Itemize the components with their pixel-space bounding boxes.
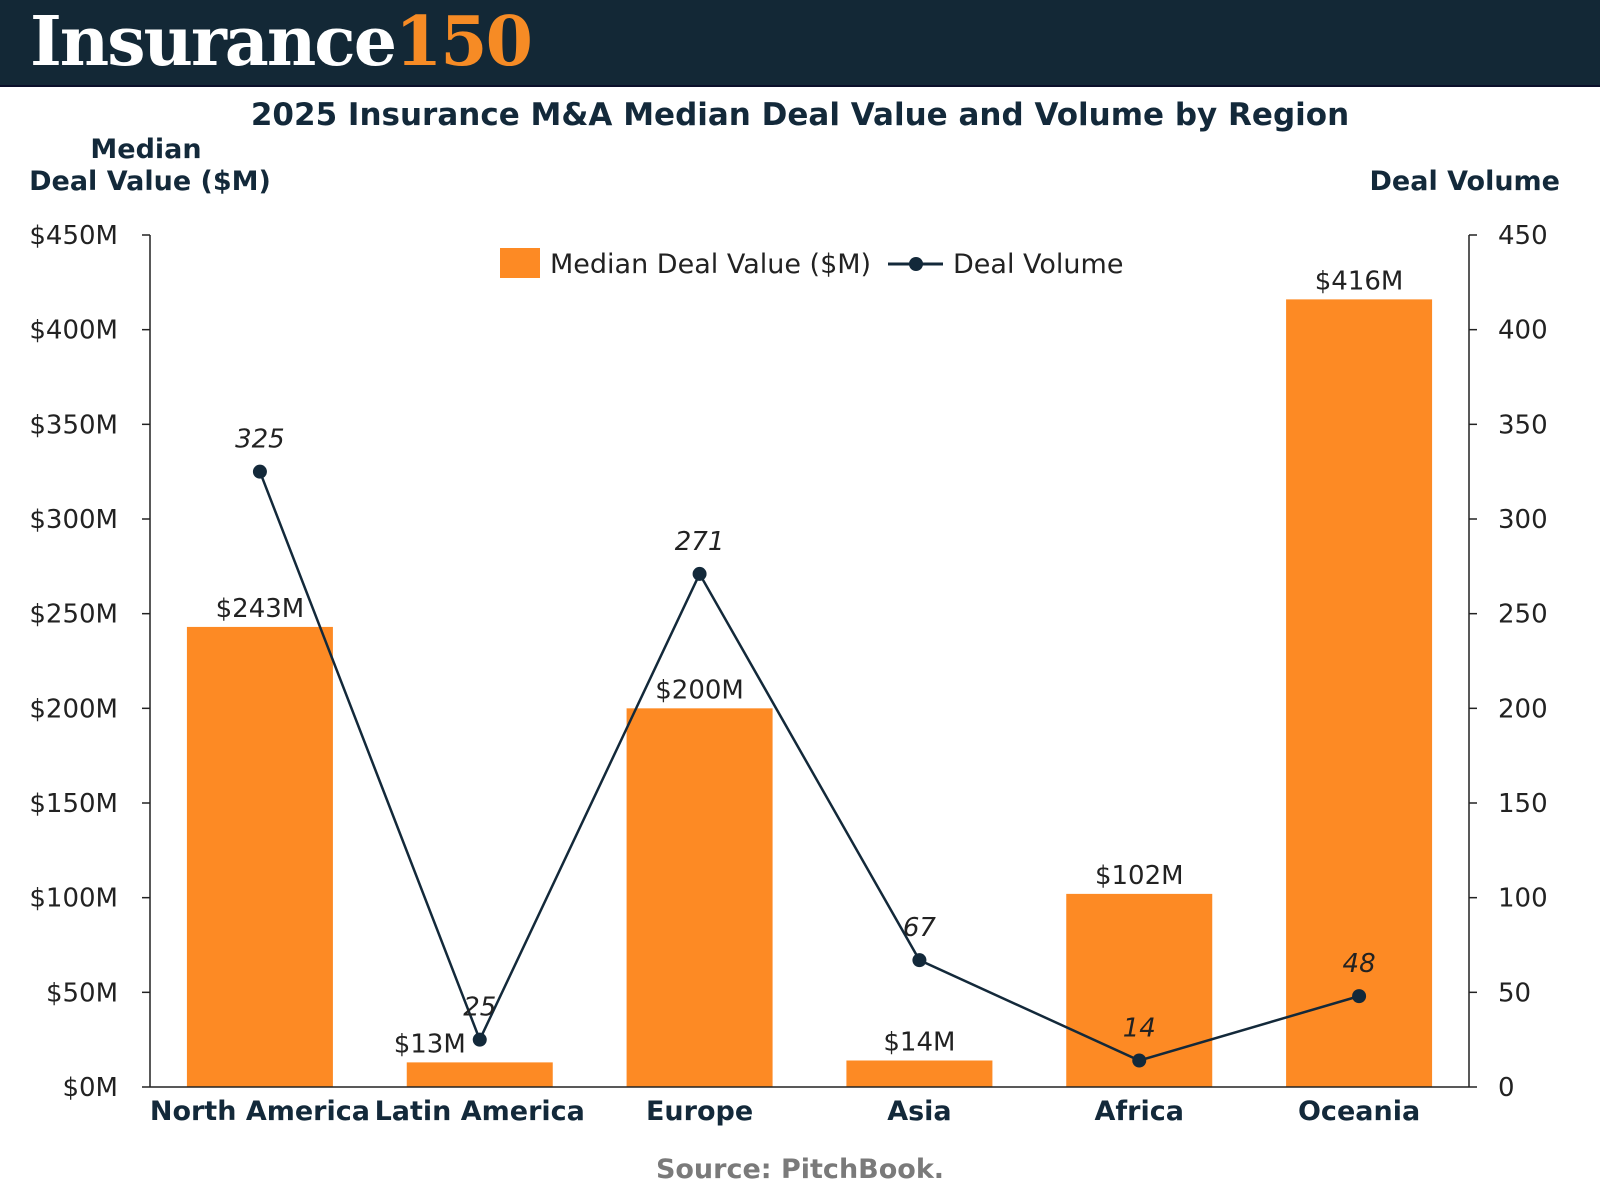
x-tick-label: Oceania bbox=[1298, 1096, 1420, 1127]
y-right-tick-label: 450 bbox=[1498, 221, 1548, 251]
line-data-label: 14 bbox=[1123, 1013, 1156, 1043]
y-left-tick-label: $250M bbox=[29, 600, 118, 630]
x-tick-label: Africa bbox=[1095, 1096, 1184, 1127]
source-note: Source: PitchBook. bbox=[655, 1154, 945, 1185]
x-tick-label: Asia bbox=[887, 1096, 951, 1127]
x-tick-label: Europe bbox=[646, 1096, 753, 1127]
y-right-tick-label: 200 bbox=[1498, 694, 1548, 724]
line-data-label: 25 bbox=[463, 993, 496, 1023]
bar-north-america bbox=[186, 626, 333, 1087]
legend: Median Deal Value ($M) Deal Volume bbox=[500, 248, 1123, 280]
y-left-tick-label: $0M bbox=[62, 1073, 118, 1103]
y-right-tick-label: 150 bbox=[1498, 789, 1548, 819]
y-left-tick-label: $450M bbox=[29, 221, 118, 251]
line-data-label: 271 bbox=[675, 527, 725, 557]
bar-asia bbox=[846, 1060, 993, 1087]
x-tick-label: Latin America bbox=[375, 1096, 585, 1127]
y-left-tick-label: $200M bbox=[29, 694, 118, 724]
deal-volume-point bbox=[912, 953, 927, 968]
y-left-tick-label: $300M bbox=[29, 505, 118, 535]
bar-latin-america bbox=[406, 1062, 553, 1087]
bar-data-label: $416M bbox=[1315, 266, 1404, 296]
legend-line-marker bbox=[909, 257, 923, 271]
bar-data-label: $14M bbox=[883, 1027, 955, 1057]
deal-volume-point bbox=[472, 1032, 487, 1047]
logo-word: Insurance bbox=[30, 2, 397, 82]
y-left-label-line2: Deal Value ($M) bbox=[29, 166, 271, 197]
y-right-label: Deal Volume bbox=[1370, 166, 1561, 197]
line-data-label: 67 bbox=[903, 913, 937, 943]
y-left-tick-label: $150M bbox=[29, 789, 118, 819]
legend-line-label: Deal Volume bbox=[953, 249, 1123, 280]
legend-bar-swatch bbox=[500, 248, 540, 278]
y-left-tick-label: $50M bbox=[46, 978, 118, 1008]
chart-title: 2025 Insurance M&A Median Deal Value and… bbox=[251, 97, 1349, 133]
y-left-tick-label: $100M bbox=[29, 884, 118, 914]
y-right-tick-label: 50 bbox=[1498, 978, 1531, 1008]
deal-volume-point bbox=[692, 566, 707, 581]
y-right-tick-label: 350 bbox=[1498, 410, 1548, 440]
bar-data-label: $102M bbox=[1095, 861, 1184, 891]
y-right-tick-label: 0 bbox=[1498, 1073, 1515, 1103]
bar-data-label: $13M bbox=[394, 1029, 466, 1059]
deal-volume-point bbox=[252, 464, 267, 479]
y-right-tick-label: 400 bbox=[1498, 316, 1548, 346]
logo-number: 150 bbox=[394, 2, 533, 82]
y-left-label-line1: Median bbox=[90, 134, 201, 165]
deal-volume-point bbox=[1132, 1053, 1147, 1068]
y-left-tick-label: $400M bbox=[29, 316, 118, 346]
deal-volume-line bbox=[258, 471, 1360, 1062]
y-left-tick-label: $350M bbox=[29, 410, 118, 440]
bar-europe bbox=[626, 708, 773, 1087]
x-tick-label: North America bbox=[150, 1096, 370, 1127]
bar-oceania bbox=[1286, 299, 1433, 1088]
bar-data-label: $200M bbox=[655, 675, 744, 705]
y-right-tick-label: 100 bbox=[1498, 884, 1548, 914]
legend-bar-label: Median Deal Value ($M) bbox=[550, 249, 871, 280]
bar-data-label: $243M bbox=[216, 594, 305, 624]
header-banner: Insurance150 bbox=[0, 0, 1600, 87]
y-right-tick-label: 300 bbox=[1498, 505, 1548, 535]
line-data-label: 325 bbox=[235, 425, 285, 455]
line-data-label: 48 bbox=[1343, 949, 1376, 979]
insurance150-logo: Insurance150 bbox=[30, 2, 533, 82]
deal-volume-point bbox=[1352, 989, 1367, 1004]
y-right-tick-label: 250 bbox=[1498, 600, 1548, 630]
